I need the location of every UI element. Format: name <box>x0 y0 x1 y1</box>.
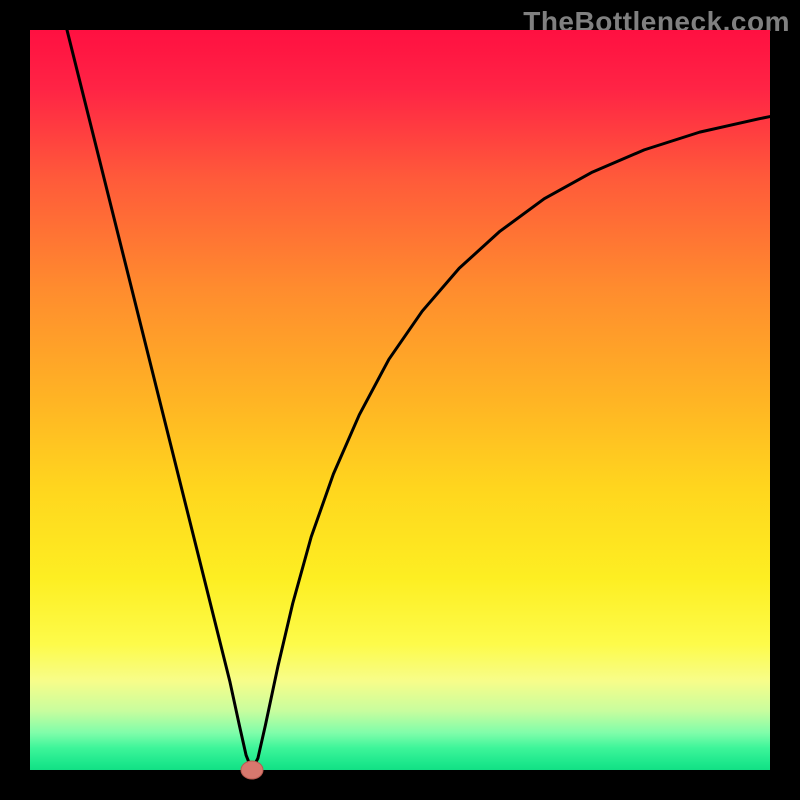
optimum-marker <box>241 761 263 779</box>
curve-layer <box>30 30 770 770</box>
chart-frame: TheBottleneck.com <box>0 0 800 800</box>
plot-area <box>30 30 770 770</box>
bottleneck-curve <box>67 30 770 770</box>
